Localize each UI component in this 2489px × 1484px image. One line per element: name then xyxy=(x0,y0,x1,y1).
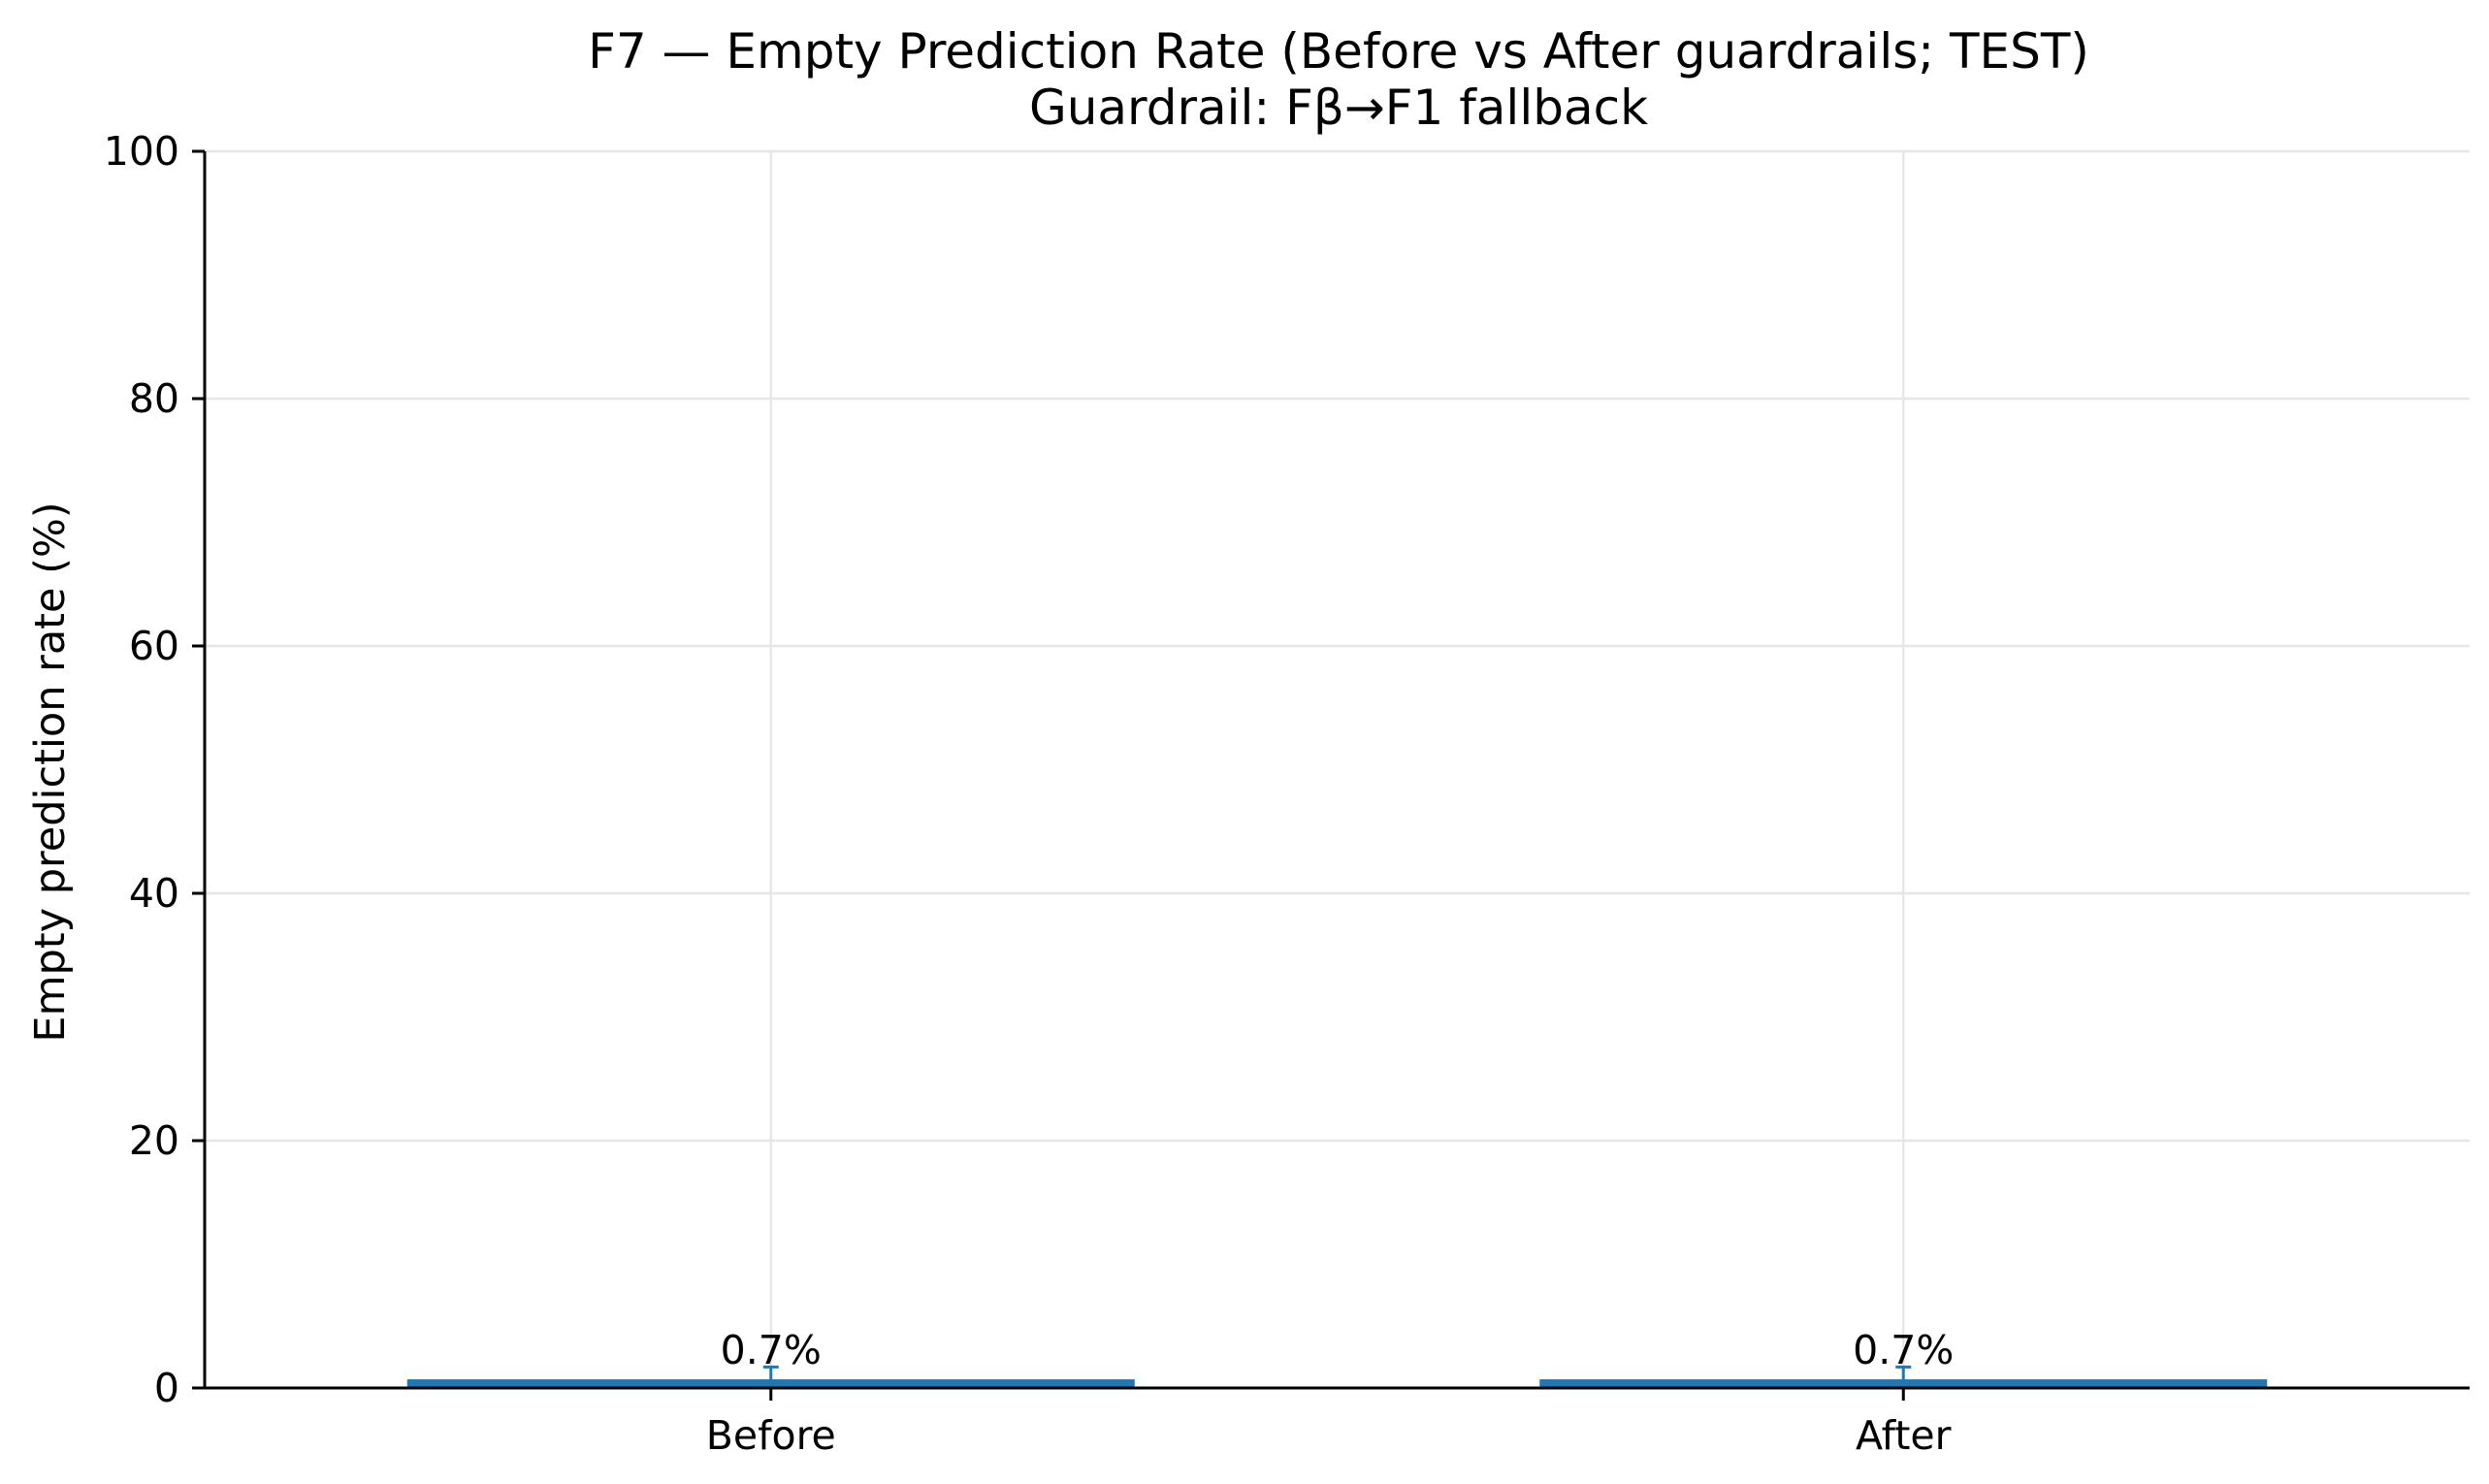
axis-layer xyxy=(203,151,2470,1390)
y-axis-title: Empty prediction rate (%) xyxy=(26,501,75,1042)
y-tick-label: 60 xyxy=(129,623,179,669)
y-tick-label: 0 xyxy=(154,1365,179,1411)
x-tick-label: After xyxy=(1856,1412,1952,1459)
chart-subtitle: Guardrail: Fβ→F1 fallback xyxy=(1029,80,1648,136)
y-tick-label: 20 xyxy=(129,1117,179,1164)
label-layer: 0.7% 0.7% xyxy=(721,1327,1955,1373)
data-label: 0.7% xyxy=(1853,1327,1954,1373)
x-tick-label: Before xyxy=(706,1412,836,1459)
data-label: 0.7% xyxy=(721,1327,822,1373)
y-tick-label: 80 xyxy=(129,375,179,422)
grid-layer xyxy=(205,149,2470,1390)
y-tick-label: 40 xyxy=(129,870,179,917)
y-tick-label: 100 xyxy=(104,128,179,175)
tick-layer: 0 20 40 60 80 100 Before After xyxy=(104,128,1952,1459)
chart-title: F7 — Empty Prediction Rate (Before vs Af… xyxy=(588,23,2089,80)
bar-layer xyxy=(406,1365,2268,1388)
